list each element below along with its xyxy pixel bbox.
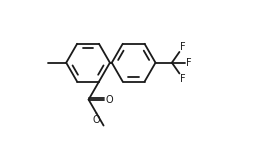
Text: O: O (106, 95, 114, 105)
Text: O: O (93, 115, 100, 125)
Text: F: F (180, 42, 186, 52)
Text: F: F (186, 58, 191, 68)
Text: F: F (180, 74, 186, 84)
